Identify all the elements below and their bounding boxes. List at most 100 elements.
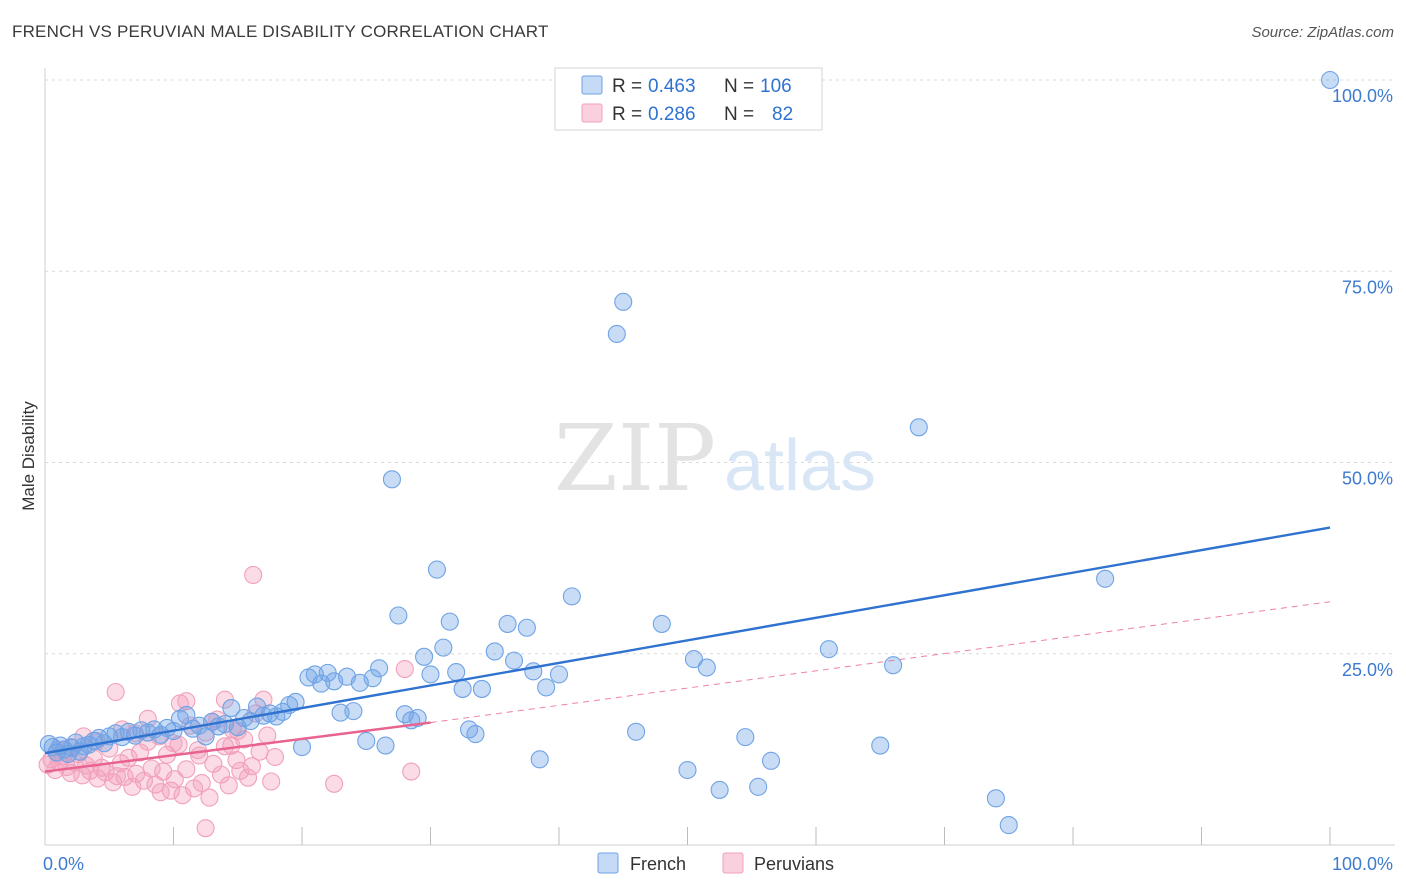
peruvian-point <box>190 746 209 765</box>
peruvian-point <box>192 773 211 793</box>
french-point <box>459 720 479 739</box>
french-point <box>999 816 1018 835</box>
french-point <box>427 560 446 579</box>
french-point <box>344 702 363 721</box>
french-point <box>909 418 928 437</box>
peruvian-point <box>227 751 246 770</box>
peruvian-point <box>165 770 184 789</box>
x-tick-label: 0.0% <box>43 854 84 874</box>
peruvian-point <box>325 774 344 793</box>
french-point <box>710 780 729 799</box>
peruvian-point <box>402 762 421 781</box>
legend-n-label-french: N = <box>724 76 754 97</box>
peruvian-swatch <box>581 103 603 123</box>
legend-r-value-french: 0.463 <box>648 76 696 97</box>
french-swatch <box>581 75 603 95</box>
french-trend-line <box>44 526 1331 755</box>
french-point <box>761 751 781 770</box>
peruvian-point <box>173 786 192 805</box>
french-point <box>389 606 408 625</box>
watermark-atlas: atlas <box>724 426 876 506</box>
peruvian-point <box>231 761 250 780</box>
french-point <box>517 618 536 637</box>
french-point <box>652 614 671 633</box>
peruvian-point <box>244 565 263 585</box>
french-point <box>453 679 472 698</box>
watermark-zip: ZIP <box>554 405 716 512</box>
french-point <box>697 658 716 677</box>
french-point <box>382 470 402 489</box>
y-tick-label: 75.0% <box>1342 277 1393 297</box>
french-point <box>871 736 890 755</box>
french-point <box>363 669 382 688</box>
y-tick-label: 25.0% <box>1342 660 1393 680</box>
french-point <box>472 679 491 698</box>
peruvian-point <box>242 757 261 776</box>
french-point <box>819 640 838 659</box>
french-point <box>408 708 427 728</box>
french-point <box>376 736 395 755</box>
y-axis-label: Male Disability <box>19 401 38 511</box>
french-point <box>415 647 434 666</box>
trend-lines <box>44 526 1331 773</box>
peruvian-points <box>38 565 421 838</box>
peruvian-point <box>238 768 258 787</box>
french-point <box>678 760 697 780</box>
peruvian-point <box>138 709 157 728</box>
peruvian-point <box>177 692 196 711</box>
legend-french-label: French <box>630 854 686 874</box>
peruvian-point <box>196 819 215 838</box>
peruvian-trend-extension <box>430 601 1331 724</box>
french-point <box>684 650 703 669</box>
legend-r-label-french: R = <box>612 76 642 97</box>
french-point <box>549 665 569 684</box>
peruvian-point <box>215 737 234 756</box>
source-label: Source: ZipAtlas.com <box>1251 24 1394 41</box>
french-points <box>39 70 1340 835</box>
watermark: ZIP atlas <box>554 405 876 512</box>
legend-french-swatch <box>597 852 619 874</box>
series-legend: French Peruvians <box>597 852 834 874</box>
legend-n-value-peruvian: 82 <box>772 104 793 125</box>
french-point <box>447 663 466 682</box>
french-point <box>627 722 646 741</box>
french-point <box>357 731 376 751</box>
french-point <box>562 587 581 606</box>
french-point <box>434 638 453 657</box>
french-point <box>607 324 626 344</box>
french-point <box>749 777 768 796</box>
chart-title: FRENCH VS PERUVIAN MALE DISABILITY CORRE… <box>12 22 549 41</box>
french-point <box>292 738 312 757</box>
french-point <box>1096 569 1115 588</box>
stats-legend: R = 0.463 N = 106 R = 0.286 N = 82 <box>554 67 823 131</box>
peruvian-point <box>395 659 414 679</box>
peruvian-point <box>115 767 134 786</box>
french-point <box>370 659 389 678</box>
french-point <box>986 789 1005 808</box>
grid <box>45 79 1395 655</box>
peruvian-point <box>177 760 196 779</box>
legend-peruvians-swatch <box>722 852 744 874</box>
peruvian-point <box>106 682 125 702</box>
french-point <box>1320 70 1340 90</box>
french-point <box>614 292 633 311</box>
french-point <box>736 728 755 747</box>
french-point <box>537 678 556 697</box>
y-tick-label: 100.0% <box>1332 86 1393 106</box>
french-point <box>466 725 485 744</box>
x-tick-label: 100.0% <box>1332 854 1393 874</box>
legend-r-value-peruvian: 0.286 <box>648 104 696 125</box>
legend-n-value-french: 106 <box>760 76 792 97</box>
peruvian-point <box>265 747 285 767</box>
peruvian-point <box>262 772 281 791</box>
legend-r-label-peruvian: R = <box>612 104 642 125</box>
french-point <box>222 699 241 718</box>
french-point <box>504 651 524 670</box>
legend-peruvians-label: Peruvians <box>754 854 834 874</box>
french-point <box>485 642 504 661</box>
peruvian-point <box>200 788 219 807</box>
y-tick-label: 50.0% <box>1342 469 1393 489</box>
french-point <box>884 656 903 675</box>
french-point <box>421 665 440 684</box>
